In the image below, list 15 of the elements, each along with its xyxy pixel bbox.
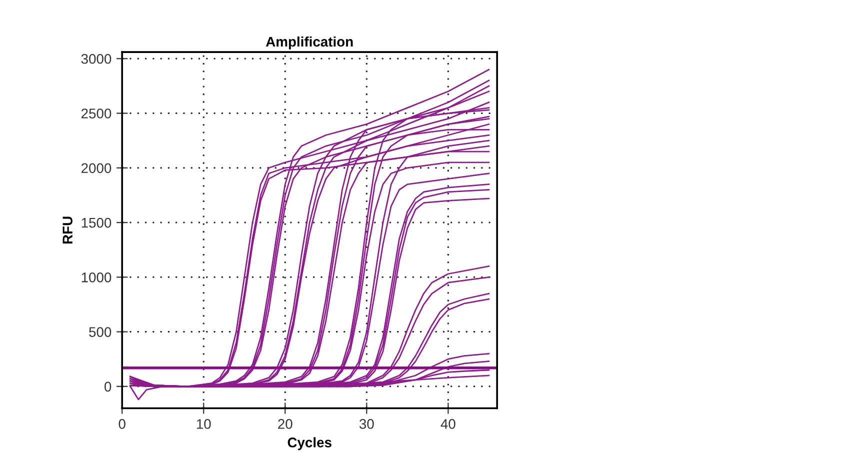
x-axis-title: Cycles (288, 437, 332, 450)
y-tick-label: 2500 (81, 108, 112, 118)
x-tick-label: 40 (440, 419, 456, 429)
x-tick-label: 30 (359, 419, 374, 429)
chart-title: Amplification (266, 36, 353, 50)
y-tick-label: 3000 (81, 54, 112, 64)
y-tick-label: 0 (104, 382, 112, 392)
y-axis-title: RFU (62, 216, 72, 244)
y-tick-label: 1500 (82, 218, 112, 228)
x-tick-label: 0 (118, 419, 126, 429)
y-tick-label: 500 (89, 327, 112, 337)
x-tick-label: 20 (278, 419, 292, 429)
x-tick-label: 10 (196, 419, 211, 429)
y-tick-label: 2000 (81, 163, 112, 174)
y-tick-label: 1000 (82, 272, 112, 282)
